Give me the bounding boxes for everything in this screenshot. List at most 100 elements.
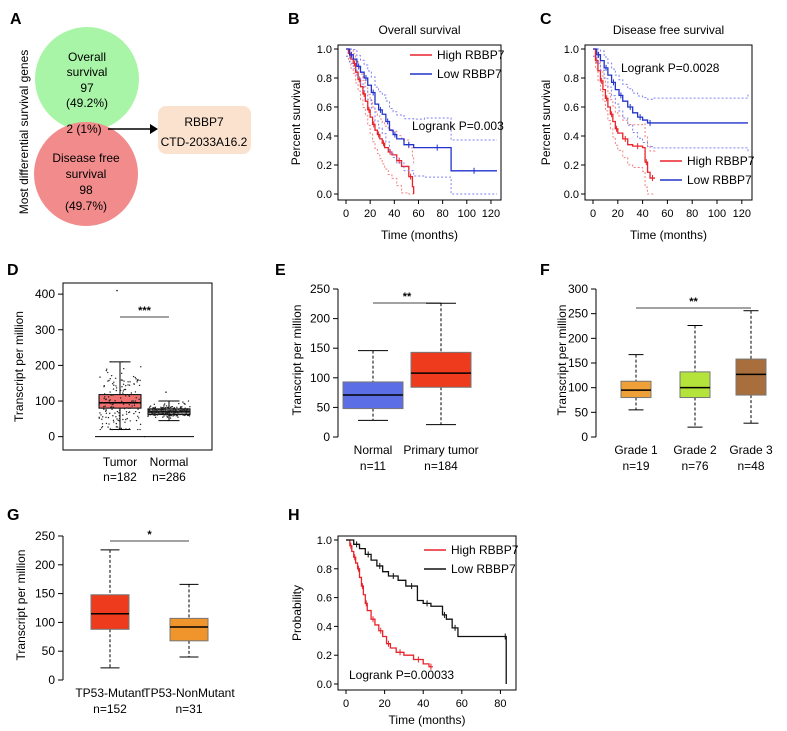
jitter-point xyxy=(170,411,173,413)
jitter-point xyxy=(166,415,168,418)
jitter-point xyxy=(177,411,180,413)
jitter-point xyxy=(177,413,179,416)
jitter-point xyxy=(112,406,115,409)
jitter-point xyxy=(122,390,125,392)
jitter-point xyxy=(133,404,136,406)
logrank-annotation: Logrank P=0.0028 xyxy=(621,61,720,75)
jitter-point xyxy=(122,393,124,396)
jitter-point xyxy=(152,410,154,412)
jitter-point xyxy=(112,394,114,396)
dfs-count: 98 xyxy=(79,183,93,197)
panel-d-chart: D Transcript per million 0 100 200 300 400 *** T… xyxy=(7,262,213,484)
jitter-point xyxy=(185,412,187,415)
jitter-point xyxy=(115,389,118,392)
jitter-point xyxy=(133,383,135,385)
jitter-point xyxy=(137,408,139,410)
jitter-point xyxy=(186,409,188,411)
panel-g-label: G xyxy=(7,507,19,524)
jitter-point xyxy=(165,412,167,414)
jitter-point xyxy=(104,396,106,398)
n-label: n=76 xyxy=(681,459,708,473)
jitter-point xyxy=(134,400,137,402)
jitter-point xyxy=(127,384,129,386)
panel-h-label: H xyxy=(288,507,300,524)
x-axis-label: Time (months) xyxy=(389,713,466,727)
box-body xyxy=(98,394,142,409)
jitter-point xyxy=(129,407,132,409)
y-tick-label: 1.0 xyxy=(564,44,579,56)
jitter-point xyxy=(158,408,161,410)
jitter-point xyxy=(170,409,172,412)
jitter-point xyxy=(160,409,163,411)
ci-lower-0 xyxy=(593,55,655,195)
logrank-annotation: Logrank P=0.003 xyxy=(412,119,504,133)
x-tick-label: 40 xyxy=(417,698,429,710)
jitter-point xyxy=(178,410,181,412)
y-tick-label: 200 xyxy=(310,312,330,326)
n-label: n=19 xyxy=(622,459,649,473)
box-normal xyxy=(342,350,404,421)
jitter-point xyxy=(148,409,151,411)
jitter-point xyxy=(136,393,139,396)
overlap-label: 2 (1%) xyxy=(66,122,101,136)
jitter-point xyxy=(109,378,111,380)
jitter-point xyxy=(120,379,123,381)
jitter-point xyxy=(163,415,165,417)
jitter-point xyxy=(118,415,121,417)
jitter-point xyxy=(117,419,119,421)
panel-a: A Most differential survival genes Overa… xyxy=(10,11,251,226)
jitter-point xyxy=(118,417,121,420)
jitter-point xyxy=(127,394,130,396)
y-tick-label: 0.4 xyxy=(317,621,332,633)
y-tick-label: 100 xyxy=(35,394,55,408)
jitter-point xyxy=(130,392,133,394)
plot-frame xyxy=(584,44,753,201)
jitter-point xyxy=(125,418,127,421)
jitter-point xyxy=(154,416,157,419)
jitter-point xyxy=(113,421,115,423)
n-label: n=286 xyxy=(152,470,186,484)
jitter-point xyxy=(109,402,112,405)
y-tick-label: 250 xyxy=(35,529,55,543)
jitter-point xyxy=(162,409,165,411)
jitter-point xyxy=(124,388,127,391)
jitter-point xyxy=(163,406,165,408)
jitter-point xyxy=(128,404,131,406)
jitter-point xyxy=(122,403,125,405)
jitter-point xyxy=(181,409,183,412)
jitter-point xyxy=(157,411,159,413)
jitter-point xyxy=(125,413,128,415)
jitter-point xyxy=(147,415,149,418)
jitter-point xyxy=(157,413,160,416)
jitter-point xyxy=(138,407,140,409)
jitter-point xyxy=(111,382,114,385)
jitter-point xyxy=(175,409,177,412)
y-tick-label: 150 xyxy=(35,587,55,601)
jitter-point xyxy=(184,407,186,409)
jitter-point xyxy=(133,412,135,415)
jitter-point xyxy=(114,377,117,379)
n-label: n=31 xyxy=(175,702,202,716)
jitter-point xyxy=(183,409,186,412)
y-tick-label: 250 xyxy=(310,282,330,296)
panel-h-chart: H Probability 0.0 0.2 0.4 0.6 0.8 1.0 0 20 40 60 80 T… xyxy=(288,507,519,727)
y-tick-label: 300 xyxy=(35,323,55,337)
jitter-point xyxy=(105,412,108,414)
jitter-point xyxy=(166,410,168,413)
jitter-point xyxy=(139,423,142,426)
outlier-point xyxy=(116,289,118,292)
box-grade-3 xyxy=(735,310,767,424)
y-axis-label: Probability xyxy=(290,585,304,641)
jitter-point xyxy=(121,361,124,363)
jitter-point xyxy=(115,385,117,387)
jitter-point xyxy=(156,414,158,416)
jitter-point xyxy=(173,407,176,409)
jitter-point xyxy=(148,411,150,414)
jitter-point xyxy=(118,427,121,429)
jitter-point xyxy=(163,404,165,406)
jitter-point xyxy=(128,395,131,397)
category-label: TP53-Mutant xyxy=(75,686,145,700)
y-tick-label: 0.4 xyxy=(317,131,332,143)
x-tick-label: 60 xyxy=(456,698,468,710)
jitter-point xyxy=(168,407,170,410)
